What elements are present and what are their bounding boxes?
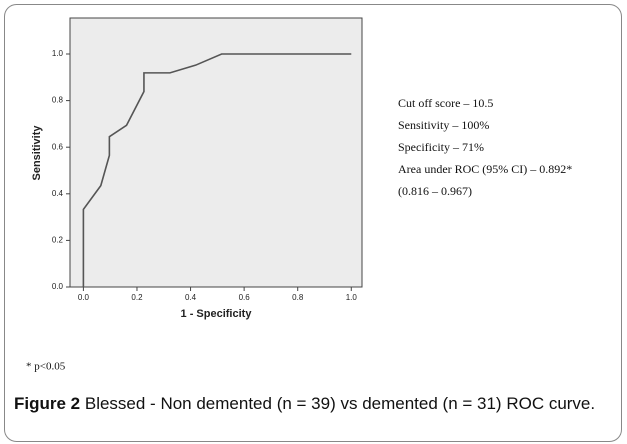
caption-label: Figure 2 [14, 394, 81, 413]
annotation: Specificity – 71% [398, 140, 484, 154]
x-tick-label: 0.4 [185, 293, 197, 302]
x-axis-label: 1 - Specificity [181, 308, 253, 320]
y-tick-label: 0.2 [52, 236, 64, 245]
footnote: * p<0.05 [26, 361, 66, 373]
caption-text: Blessed - Non demented (n = 39) vs demen… [84, 394, 596, 413]
y-tick-label: 1.0 [52, 49, 64, 58]
annotation: (0.816 – 0.967) [398, 184, 472, 198]
annotation: Cut off score – 10.5 [398, 96, 493, 110]
x-tick-label: 0.0 [78, 293, 90, 302]
x-tick-label: 0.6 [239, 293, 251, 302]
figure-frame [4, 4, 622, 442]
y-tick-label: 0.8 [52, 96, 64, 105]
y-tick-label: 0.6 [52, 142, 64, 151]
y-axis-label: Sensitivity [31, 125, 43, 181]
roc-curve [82, 53, 352, 287]
x-tick-label: 1.0 [346, 293, 358, 302]
x-tick-label: 0.2 [131, 293, 143, 302]
annotation: Sensitivity – 100% [398, 118, 489, 132]
annotation: Area under ROC (95% CI) – 0.892* [398, 162, 572, 176]
y-tick-label: 0.0 [52, 282, 64, 291]
figure-caption: Figure 2 Blessed - Non demented (n = 39)… [14, 391, 610, 417]
x-tick-label: 0.8 [292, 293, 304, 302]
plot-area [69, 17, 363, 288]
y-tick-label: 0.4 [52, 189, 64, 198]
